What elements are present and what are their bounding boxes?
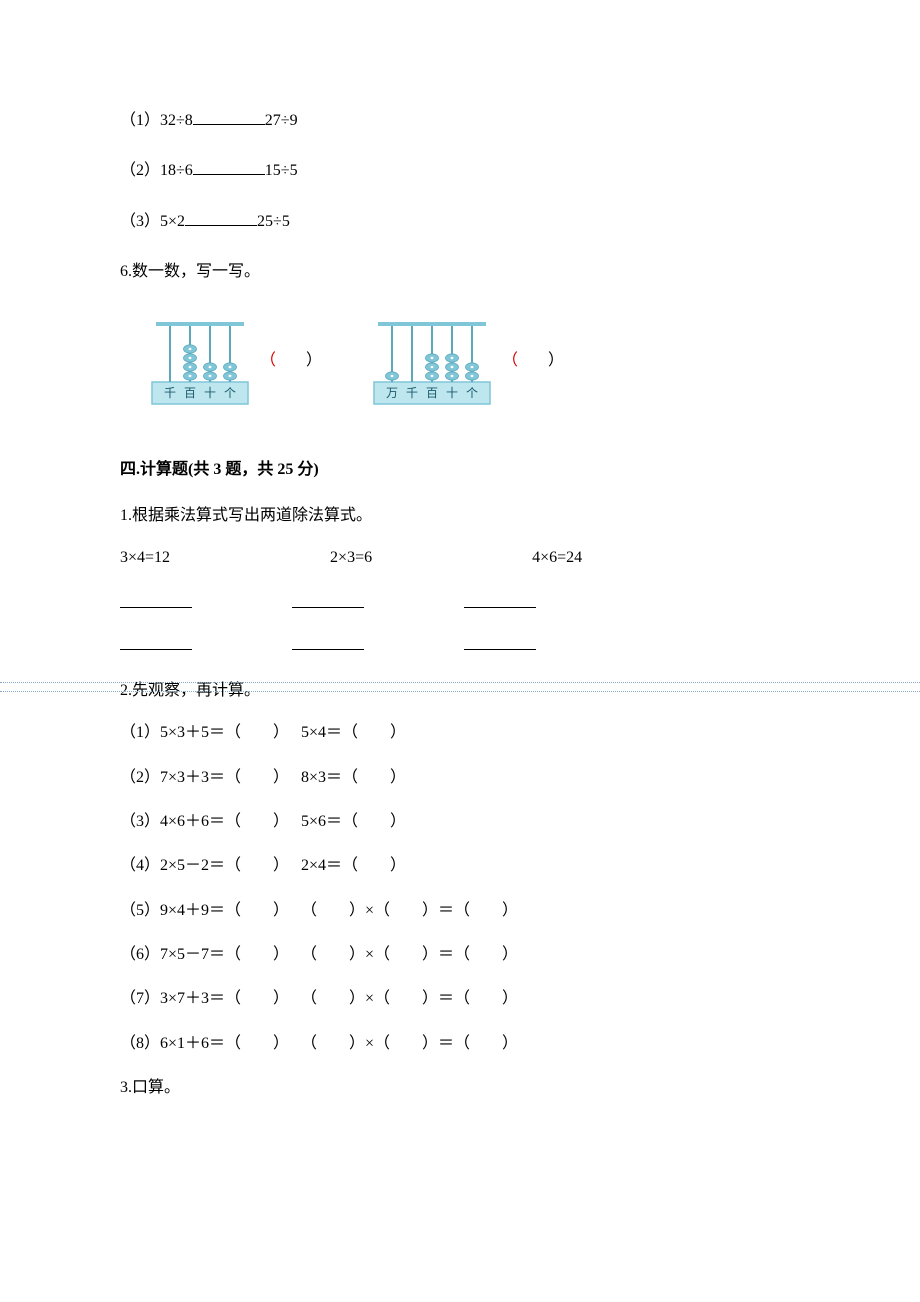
- svg-text:千: 千: [406, 386, 418, 400]
- page-separator-line-2: [0, 691, 920, 692]
- q5-item-2-rhs: 15÷5: [265, 162, 298, 179]
- s4-q2-l2: （2）7×3＋3＝（ ） 8×3＝（ ）: [120, 767, 800, 789]
- q5-item-1: （1）32÷8 27÷9: [120, 110, 800, 132]
- svg-text:十: 十: [446, 386, 458, 400]
- s4-q2-l8: （8）6×1＋6＝（ ） （ ）×（ ）＝（ ）: [120, 1033, 800, 1055]
- q5-item-2: （2）18÷6 15÷5: [120, 160, 800, 182]
- blank[interactable]: [120, 632, 192, 650]
- q5-item-3: （3）5×2 25÷5: [120, 211, 800, 233]
- blank[interactable]: [464, 632, 536, 650]
- svg-text:百: 百: [426, 386, 438, 400]
- q5-item-2-lhs: （2）18÷6: [120, 162, 193, 179]
- s4-q1-blanks-row2: [120, 632, 800, 650]
- s4-q1-eq2: 2×3=6: [330, 547, 372, 569]
- s4-q2-l7: （7）3×7＋3＝（ ） （ ）×（ ）＝（ ）: [120, 988, 800, 1010]
- blank[interactable]: [464, 590, 536, 608]
- s4-q2-l1: （1）5×3＋5＝（ ） 5×4＝（ ）: [120, 722, 800, 744]
- s4-q1-equations: 3×4=12 2×3=6 4×6=24: [120, 547, 800, 569]
- s4-q1-eq1: 3×4=12: [120, 547, 170, 569]
- paren-close: ）: [306, 352, 322, 369]
- section-4-header: 四.计算题(共 3 题，共 25 分): [120, 459, 800, 481]
- q5-item-3-rhs: 25÷5: [257, 213, 290, 230]
- abacus-1-block: 千百十个 （）: [150, 314, 322, 409]
- svg-text:千: 千: [164, 386, 176, 400]
- abacus-2-answer[interactable]: （）: [502, 350, 564, 372]
- q5-item-3-lhs: （3）5×2: [120, 213, 185, 230]
- s4-q2-l6: （6）7×5－7＝（ ） （ ）×（ ）＝（ ）: [120, 944, 800, 966]
- q5-item-3-blank[interactable]: [185, 212, 257, 226]
- svg-text:十: 十: [204, 386, 216, 400]
- svg-text:个: 个: [466, 386, 478, 400]
- abacus-2: 万千百十个: [372, 314, 492, 409]
- paren-open: （: [502, 352, 518, 369]
- svg-text:百: 百: [184, 386, 196, 400]
- abacus-1-answer[interactable]: （）: [260, 350, 322, 372]
- s4-q1-title: 1.根据乘法算式写出两道除法算式。: [120, 505, 800, 527]
- s4-q2-l4: （4）2×5－2＝（ ） 2×4＝（ ）: [120, 855, 800, 877]
- abacus-2-block: 万千百十个 （）: [372, 314, 564, 409]
- page-separator-line-1: [0, 682, 920, 683]
- blank[interactable]: [292, 590, 364, 608]
- s4-q1-eq3: 4×6=24: [532, 547, 582, 569]
- q6-title: 6.数一数，写一写。: [120, 261, 800, 283]
- abacus-row: 千百十个 （） 万千百十个 （）: [150, 314, 800, 409]
- worksheet-page: （1）32÷8 27÷9 （2）18÷6 15÷5 （3）5×2 25÷5 6.数一数…: [0, 0, 920, 1180]
- q5-item-2-blank[interactable]: [193, 161, 265, 175]
- s4-q2-l5: （5）9×4＋9＝（ ） （ ）×（ ）＝（ ）: [120, 900, 800, 922]
- q5-item-1-lhs: （1）32÷8: [120, 112, 193, 129]
- blank[interactable]: [292, 632, 364, 650]
- s4-q3-title: 3.口算。: [120, 1077, 800, 1099]
- svg-text:个: 个: [224, 386, 236, 400]
- svg-text:万: 万: [386, 386, 398, 400]
- s4-q1-blanks-row1: [120, 590, 800, 608]
- paren-close: ）: [548, 352, 564, 369]
- abacus-1: 千百十个: [150, 314, 250, 409]
- paren-open: （: [260, 352, 276, 369]
- q5-item-1-rhs: 27÷9: [265, 112, 298, 129]
- blank[interactable]: [120, 590, 192, 608]
- q5-item-1-blank[interactable]: [193, 111, 265, 125]
- s4-q2-l3: （3）4×6＋6＝（ ） 5×6＝（ ）: [120, 811, 800, 833]
